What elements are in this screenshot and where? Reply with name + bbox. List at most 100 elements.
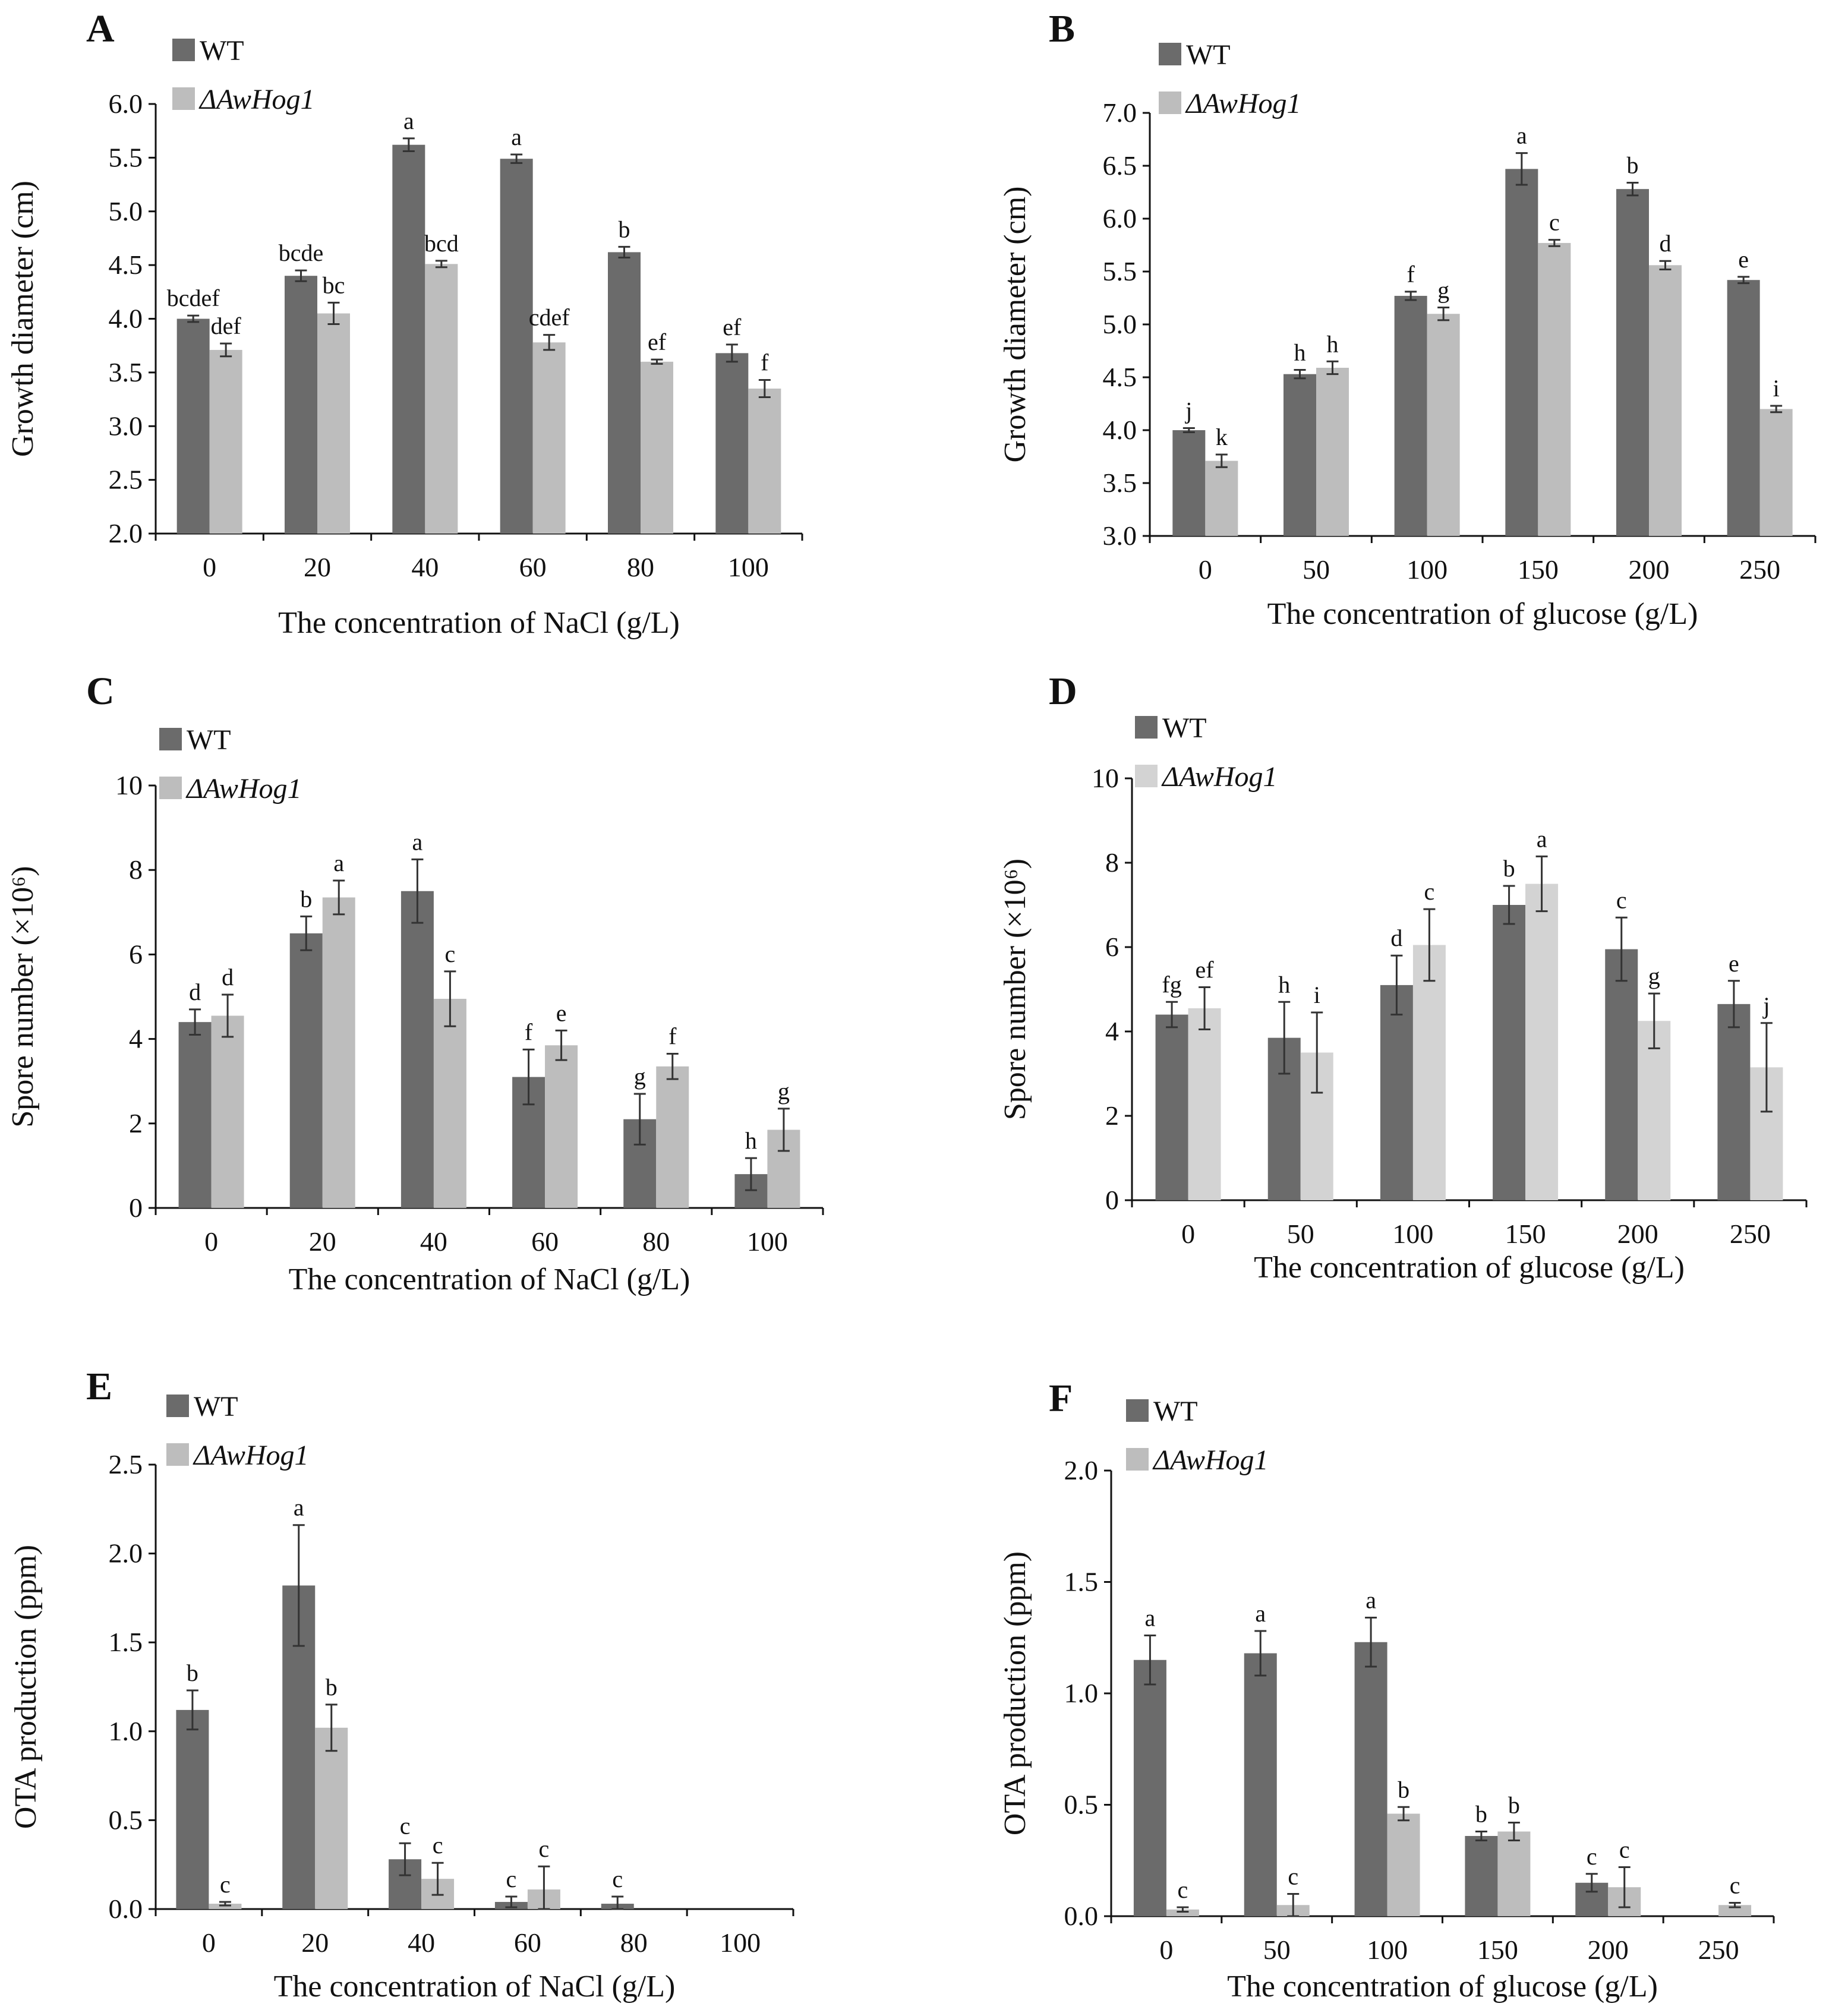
x-axis-label: The concentration of NaCl (g/L) <box>274 1970 676 2004</box>
bar-wt <box>176 1709 209 1909</box>
bar-wt <box>1155 1014 1188 1200</box>
x-tick-label: 200 <box>1588 1935 1629 1965</box>
y-axis-label: Growth diameter (cm) <box>998 187 1032 463</box>
bar-mutant <box>315 1727 348 1909</box>
bar-wt <box>1505 169 1538 537</box>
legend-swatch-mutant <box>166 1443 189 1466</box>
y-tick-label: 4.5 <box>1103 362 1137 392</box>
x-tick-label: 40 <box>420 1226 447 1257</box>
significance-letter-mutant: c <box>539 1835 550 1862</box>
bar-mutant <box>1412 945 1446 1200</box>
legend-swatch-mutant <box>172 87 195 110</box>
significance-letter-mutant: c <box>1424 878 1435 905</box>
legend-swatch-wt <box>1126 1399 1149 1422</box>
x-axis-label: The concentration of NaCl (g/L) <box>289 1263 690 1296</box>
x-tick-label: 100 <box>747 1226 788 1257</box>
bar-mutant <box>641 361 673 534</box>
x-tick-label: 0 <box>1159 1935 1173 1965</box>
significance-letter-mutant: b <box>1398 1776 1409 1803</box>
bar-wt <box>1493 905 1526 1200</box>
significance-letter-wt: j <box>1184 397 1192 424</box>
x-tick-label: 150 <box>1477 1935 1518 1965</box>
bar-mutant <box>1718 1905 1752 1916</box>
legend-swatch-wt <box>166 1395 189 1417</box>
significance-letter-mutant: k <box>1216 424 1228 450</box>
significance-letter-wt: a <box>412 828 423 855</box>
x-tick-label: 50 <box>1303 554 1330 585</box>
significance-letter-wt: c <box>506 1866 517 1892</box>
significance-letter-wt: a <box>1516 122 1527 149</box>
significance-letter-wt: ef <box>723 314 742 340</box>
y-tick-label: 1.0 <box>1064 1678 1099 1708</box>
x-tick-label: 100 <box>728 552 769 582</box>
x-tick-label: 250 <box>1698 1935 1739 1965</box>
significance-letter-mutant: i <box>1314 982 1320 1008</box>
significance-letter-mutant: cdef <box>529 304 570 331</box>
legend-swatch-wt <box>172 39 195 61</box>
y-tick-label: 2.0 <box>109 1538 143 1569</box>
significance-letter-wt: a <box>403 108 414 134</box>
significance-letter-mutant: j <box>1762 992 1770 1019</box>
y-tick-label: 0.5 <box>1064 1790 1099 1820</box>
bar-mutant <box>1205 460 1238 536</box>
legend-label-wt: WT <box>1186 39 1231 71</box>
legend-label-mutant: ΔAwHog1 <box>198 84 315 115</box>
y-axis-label: Growth diameter (cm) <box>6 181 40 457</box>
x-tick-label: 50 <box>1287 1219 1314 1249</box>
significance-letter-mutant: g <box>778 1078 790 1105</box>
x-tick-label: 20 <box>309 1226 336 1257</box>
bar-wt <box>500 159 533 534</box>
panel-f: F WT ΔAwHog1 0.0 0.5 1.0 1.5 2.0 0 a c 50 a c 100 a b 150… <box>998 1377 1775 2004</box>
significance-letter-mutant: b <box>1508 1792 1520 1819</box>
x-tick-label: 100 <box>1407 554 1448 585</box>
bar-mutant <box>317 313 350 534</box>
y-tick-label: 3.5 <box>1103 468 1137 498</box>
bar-wt <box>400 891 434 1208</box>
x-tick-label: 200 <box>1617 1219 1658 1249</box>
significance-letter-mutant: i <box>1773 375 1780 402</box>
legend-label-mutant: ΔAwHog1 <box>1185 88 1301 119</box>
bar-mutant <box>1525 884 1559 1200</box>
significance-letter-wt: d <box>1390 925 1402 951</box>
significance-letter-mutant: c <box>220 1871 231 1898</box>
x-tick-label: 0 <box>202 1927 216 1958</box>
legend-label-wt: WT <box>1162 712 1207 744</box>
y-tick-label: 10 <box>1092 763 1119 793</box>
bar-mutant <box>748 388 781 534</box>
significance-letter-mutant: f <box>761 349 769 376</box>
significance-letter-wt: b <box>300 885 312 912</box>
bar-wt <box>608 252 641 534</box>
bar-wt <box>178 1022 212 1208</box>
significance-letter-wt: e <box>1729 950 1739 977</box>
y-tick-label: 4.0 <box>109 304 143 334</box>
significance-letter-wt: a <box>294 1494 304 1521</box>
legend-label-wt: WT <box>194 1391 238 1422</box>
y-tick-label: 5.5 <box>1103 256 1137 286</box>
y-tick-label: 0 <box>1105 1185 1119 1215</box>
y-tick-label: 2.0 <box>1064 1455 1099 1485</box>
x-tick-label: 250 <box>1739 554 1780 585</box>
bar-wt <box>1133 1660 1166 1916</box>
y-tick-label: 4.5 <box>109 250 143 280</box>
bar-wt <box>176 318 210 534</box>
panel-letter: D <box>1049 670 1077 713</box>
x-tick-label: 80 <box>627 552 654 582</box>
y-tick-label: 6.5 <box>1103 150 1137 181</box>
significance-letter-mutant: e <box>556 999 567 1026</box>
y-tick-label: 3.0 <box>109 411 143 441</box>
significance-letter-mutant: h <box>1327 330 1339 357</box>
y-tick-label: 1.5 <box>109 1627 143 1657</box>
y-axis-label: OTA production (ppm) <box>9 1545 43 1829</box>
legend-swatch-wt <box>1135 716 1158 739</box>
bar-mutant <box>1387 1813 1420 1916</box>
significance-letter-wt: fg <box>1162 971 1181 998</box>
y-tick-label: 10 <box>115 770 143 800</box>
panel-letter: F <box>1049 1377 1073 1420</box>
panel-c: CWTΔAwHog102468100dd20ba40ac60fe80gf100h… <box>6 670 824 1296</box>
significance-letter-mutant: g <box>1437 277 1449 304</box>
significance-letter-mutant: bcd <box>424 230 459 257</box>
legend-label-wt: WT <box>200 35 244 67</box>
panel-letter: C <box>86 670 115 713</box>
significance-letter-mutant: c <box>1619 1837 1630 1863</box>
